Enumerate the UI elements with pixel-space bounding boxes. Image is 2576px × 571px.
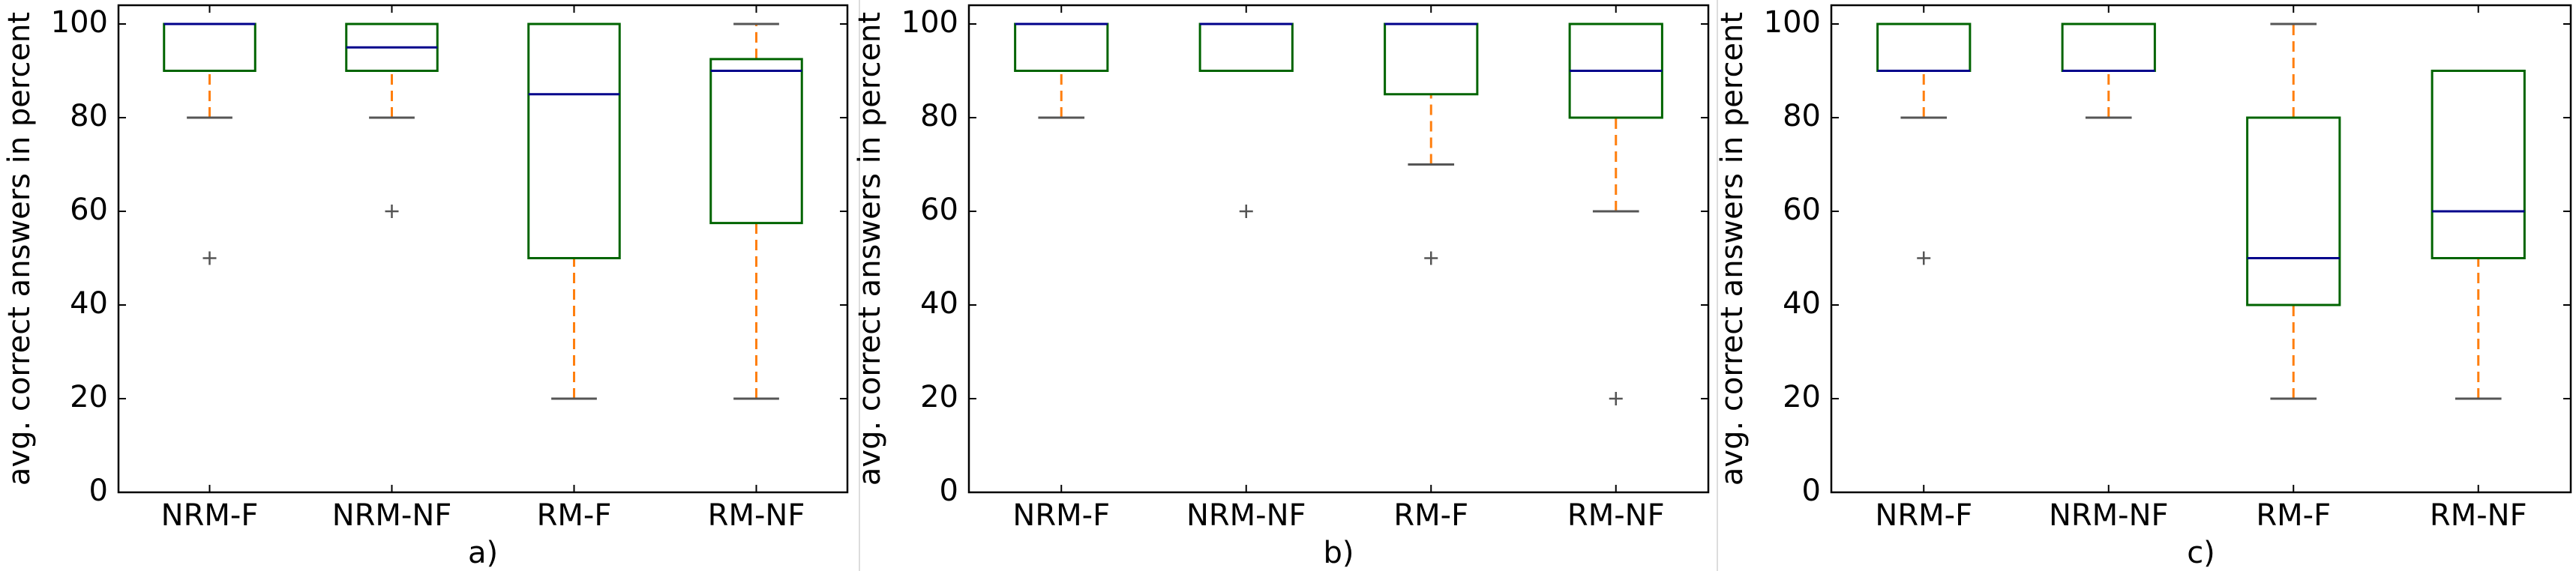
- flier: [202, 251, 217, 265]
- y-tick-label: 20: [920, 380, 958, 414]
- box: [1876, 22, 1972, 72]
- x-tick-label: RM-NF: [708, 498, 805, 533]
- axes-frame: [967, 4, 1710, 494]
- y-tick-label: 0: [89, 474, 108, 508]
- axes-frame: [1830, 4, 2572, 494]
- y-tick-label: 60: [1783, 193, 1821, 227]
- y-tick-label: 100: [1764, 5, 1821, 40]
- x-tick-label: NRM-F: [1012, 498, 1110, 533]
- y-tick-label: 20: [1783, 380, 1821, 414]
- y-tick-label: 40: [70, 286, 108, 321]
- x-tick-label: NRM-NF: [2049, 498, 2169, 533]
- y-tick-label: 60: [70, 193, 108, 227]
- x-tick-label: NRM-NF: [1186, 498, 1306, 533]
- y-tick-label: 40: [1783, 286, 1821, 321]
- box: [2431, 70, 2526, 259]
- flier: [1917, 251, 1931, 265]
- y-tick-label: 40: [920, 286, 958, 321]
- x-tick-label: NRM-F: [1875, 498, 1972, 533]
- box: [1014, 22, 1109, 72]
- x-axis-label: a): [468, 536, 498, 570]
- y-tick-label: 0: [940, 474, 958, 508]
- x-axis-label: b): [1324, 536, 1354, 570]
- y-tick-label: 20: [70, 380, 108, 414]
- flier: [1239, 205, 1253, 218]
- box: [527, 22, 621, 259]
- flier: [1609, 392, 1623, 405]
- y-axis-label: avg. correct answers in percent: [2, 12, 37, 486]
- x-tick-label: RM-F: [2256, 498, 2331, 533]
- y-tick-label: 100: [901, 5, 958, 40]
- x-tick-label: NRM-F: [161, 498, 259, 533]
- axes-frame: [117, 4, 849, 494]
- y-axis-label: avg. correct answers in percent: [853, 12, 887, 486]
- flier: [1424, 251, 1438, 265]
- x-tick-label: RM-F: [537, 498, 612, 533]
- y-tick-label: 80: [1783, 99, 1821, 133]
- y-axis-label: avg. correct answers in percent: [1715, 12, 1750, 486]
- x-tick-label: RM-NF: [2430, 498, 2527, 533]
- x-tick-label: RM-NF: [1567, 498, 1665, 533]
- flier: [385, 205, 399, 218]
- x-tick-label: RM-F: [1393, 498, 1468, 533]
- box: [1198, 22, 1294, 72]
- box: [709, 58, 803, 225]
- x-tick-label: NRM-NF: [332, 498, 452, 533]
- y-tick-label: 60: [920, 193, 958, 227]
- box: [2061, 22, 2156, 72]
- y-tick-label: 80: [920, 99, 958, 133]
- y-tick-label: 80: [70, 99, 108, 133]
- box: [163, 22, 256, 72]
- x-axis-label: c): [2187, 536, 2215, 570]
- y-tick-label: 100: [51, 5, 108, 40]
- box: [2246, 116, 2341, 306]
- y-tick-label: 0: [1802, 474, 1821, 508]
- box: [1384, 22, 1479, 96]
